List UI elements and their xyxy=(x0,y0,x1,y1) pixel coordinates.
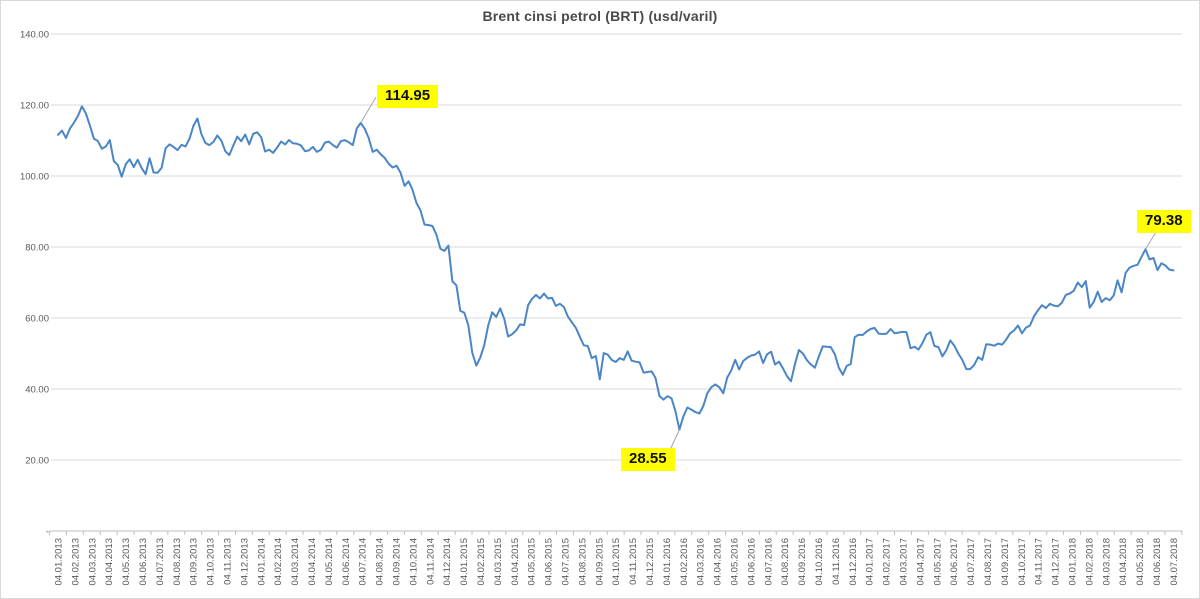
annotation-max-2014: 114.95 xyxy=(377,85,439,108)
x-axis-tick-label: 04.05.2016 xyxy=(730,538,741,586)
x-axis-tick-label: 04.09.2013 xyxy=(189,538,200,586)
x-axis-tick-label: 04.12.2017 xyxy=(1051,538,1062,586)
chart-title: Brent cinsi petrol (BRT) (usd/varil) xyxy=(482,8,718,24)
y-axis-tick-label: 40.00 xyxy=(25,385,49,396)
x-axis-tick-label: 04.03.2013 xyxy=(87,538,98,586)
x-axis-tick-label: 04.08.2013 xyxy=(172,538,183,586)
x-axis-tick-label: 04.10.2015 xyxy=(611,538,622,586)
x-axis-tick-label: 04.11.2013 xyxy=(223,538,234,585)
x-axis-tick-label: 04.03.2015 xyxy=(493,538,504,586)
y-axis-tick-label: 100.00 xyxy=(20,172,49,183)
x-axis-tick-label: 04.09.2015 xyxy=(594,538,605,586)
x-axis-tick-label: 04.06.2013 xyxy=(138,538,149,586)
x-axis-tick-label: 04.04.2018 xyxy=(1118,538,1129,586)
x-axis-tick-label: 04.05.2015 xyxy=(527,538,538,586)
x-axis-tick-label: 04.01.2013 xyxy=(54,538,65,586)
x-axis-tick-label: 04.08.2017 xyxy=(983,538,994,586)
x-axis-tick-label: 04.01.2014 xyxy=(256,538,267,586)
x-axis-tick-label: 04.07.2018 xyxy=(1169,538,1180,586)
x-axis-tick-label: 04.10.2013 xyxy=(206,538,217,586)
x-axis-tick-label: 04.04.2013 xyxy=(104,538,115,586)
x-axis-tick-label: 04.06.2018 xyxy=(1152,538,1163,586)
x-axis-tick-label: 04.08.2014 xyxy=(375,538,386,586)
x-axis-tick-label: 04.05.2014 xyxy=(324,538,335,586)
x-axis-tick-label: 04.10.2014 xyxy=(408,538,419,586)
y-axis-tick-label: 80.00 xyxy=(25,243,49,254)
x-axis-tick-label: 04.03.2018 xyxy=(1101,538,1112,586)
x-axis-tick-label: 04.01.2016 xyxy=(662,538,673,586)
x-axis-tick-label: 04.03.2014 xyxy=(290,538,301,586)
x-axis-tick-label: 04.09.2016 xyxy=(797,538,808,586)
x-axis-tick-label: 04.01.2015 xyxy=(459,538,470,586)
annotation-max-2018: 79.38 xyxy=(1137,210,1191,233)
y-axis-tick-label: - xyxy=(46,527,49,538)
y-axis-tick-label: 120.00 xyxy=(20,101,49,112)
x-axis-tick-label: 04.05.2018 xyxy=(1135,538,1146,586)
y-axis-tick-label: 60.00 xyxy=(25,314,49,325)
leader-line xyxy=(360,96,377,124)
x-axis-tick-label: 04.08.2015 xyxy=(577,538,588,586)
x-axis-tick-label: 04.02.2017 xyxy=(882,538,893,586)
x-axis-tick-label: 04.09.2014 xyxy=(392,538,403,586)
x-axis-tick-label: 04.08.2016 xyxy=(780,538,791,586)
x-axis-tick-label: 04.07.2013 xyxy=(155,538,166,586)
x-axis-tick-label: 04.12.2015 xyxy=(645,538,656,586)
y-axis-tick-label: 20.00 xyxy=(25,456,49,467)
x-axis-tick-label: 04.07.2017 xyxy=(966,538,977,586)
x-axis-tick-label: 04.04.2016 xyxy=(713,538,724,586)
x-axis-tick-label: 04.05.2017 xyxy=(932,538,943,586)
x-axis-tick-label: 04.12.2014 xyxy=(442,538,453,586)
x-axis-tick-label: 04.07.2016 xyxy=(763,538,774,586)
x-axis-tick-label: 04.11.2015 xyxy=(628,538,639,585)
x-axis-tick-label: 04.12.2013 xyxy=(239,538,250,586)
x-axis-tick-label: 04.06.2016 xyxy=(746,538,757,586)
leader-line xyxy=(669,429,680,451)
x-axis-tick-label: 04.12.2016 xyxy=(848,538,859,586)
x-axis-tick-label: 04.09.2017 xyxy=(1000,538,1011,586)
price-line xyxy=(57,105,1175,431)
x-axis-tick-label: 04.02.2018 xyxy=(1084,538,1095,586)
x-axis-tick-label: 04.04.2015 xyxy=(510,538,521,586)
x-axis-tick-label: 04.02.2016 xyxy=(679,538,690,586)
x-axis-tick-label: 04.05.2013 xyxy=(121,538,132,586)
x-axis-tick-label: 04.06.2015 xyxy=(544,538,555,586)
x-axis-tick-label: 04.11.2014 xyxy=(425,538,436,585)
annotation-min-2016: 28.55 xyxy=(621,448,675,471)
x-axis-tick-label: 04.10.2017 xyxy=(1017,538,1028,586)
x-axis-tick-label: 04.06.2014 xyxy=(341,538,352,586)
x-axis-tick-label: 04.11.2016 xyxy=(831,538,842,585)
x-axis-tick-label: 04.07.2015 xyxy=(561,538,572,586)
x-axis-tick-label: 04.07.2014 xyxy=(358,538,369,586)
x-axis-tick-label: 04.04.2017 xyxy=(915,538,926,586)
x-axis-tick-label: 04.03.2017 xyxy=(899,538,910,586)
x-axis-tick-label: 04.01.2017 xyxy=(865,538,876,586)
x-axis-tick-label: 04.06.2017 xyxy=(949,538,960,586)
x-axis-tick-label: 04.03.2016 xyxy=(696,538,707,586)
x-axis-tick-label: 04.02.2014 xyxy=(273,538,284,586)
x-axis-tick-label: 04.02.2013 xyxy=(70,538,81,586)
x-axis-tick-label: 04.01.2018 xyxy=(1068,538,1079,586)
x-axis-tick-label: 04.02.2015 xyxy=(476,538,487,586)
y-axis-tick-label: 140.00 xyxy=(20,30,49,41)
x-axis-tick-label: 04.04.2014 xyxy=(307,538,318,586)
x-axis-tick-label: 04.10.2016 xyxy=(814,538,825,586)
leader-line xyxy=(1145,231,1157,250)
x-axis-tick-label: 04.11.2017 xyxy=(1034,538,1045,585)
